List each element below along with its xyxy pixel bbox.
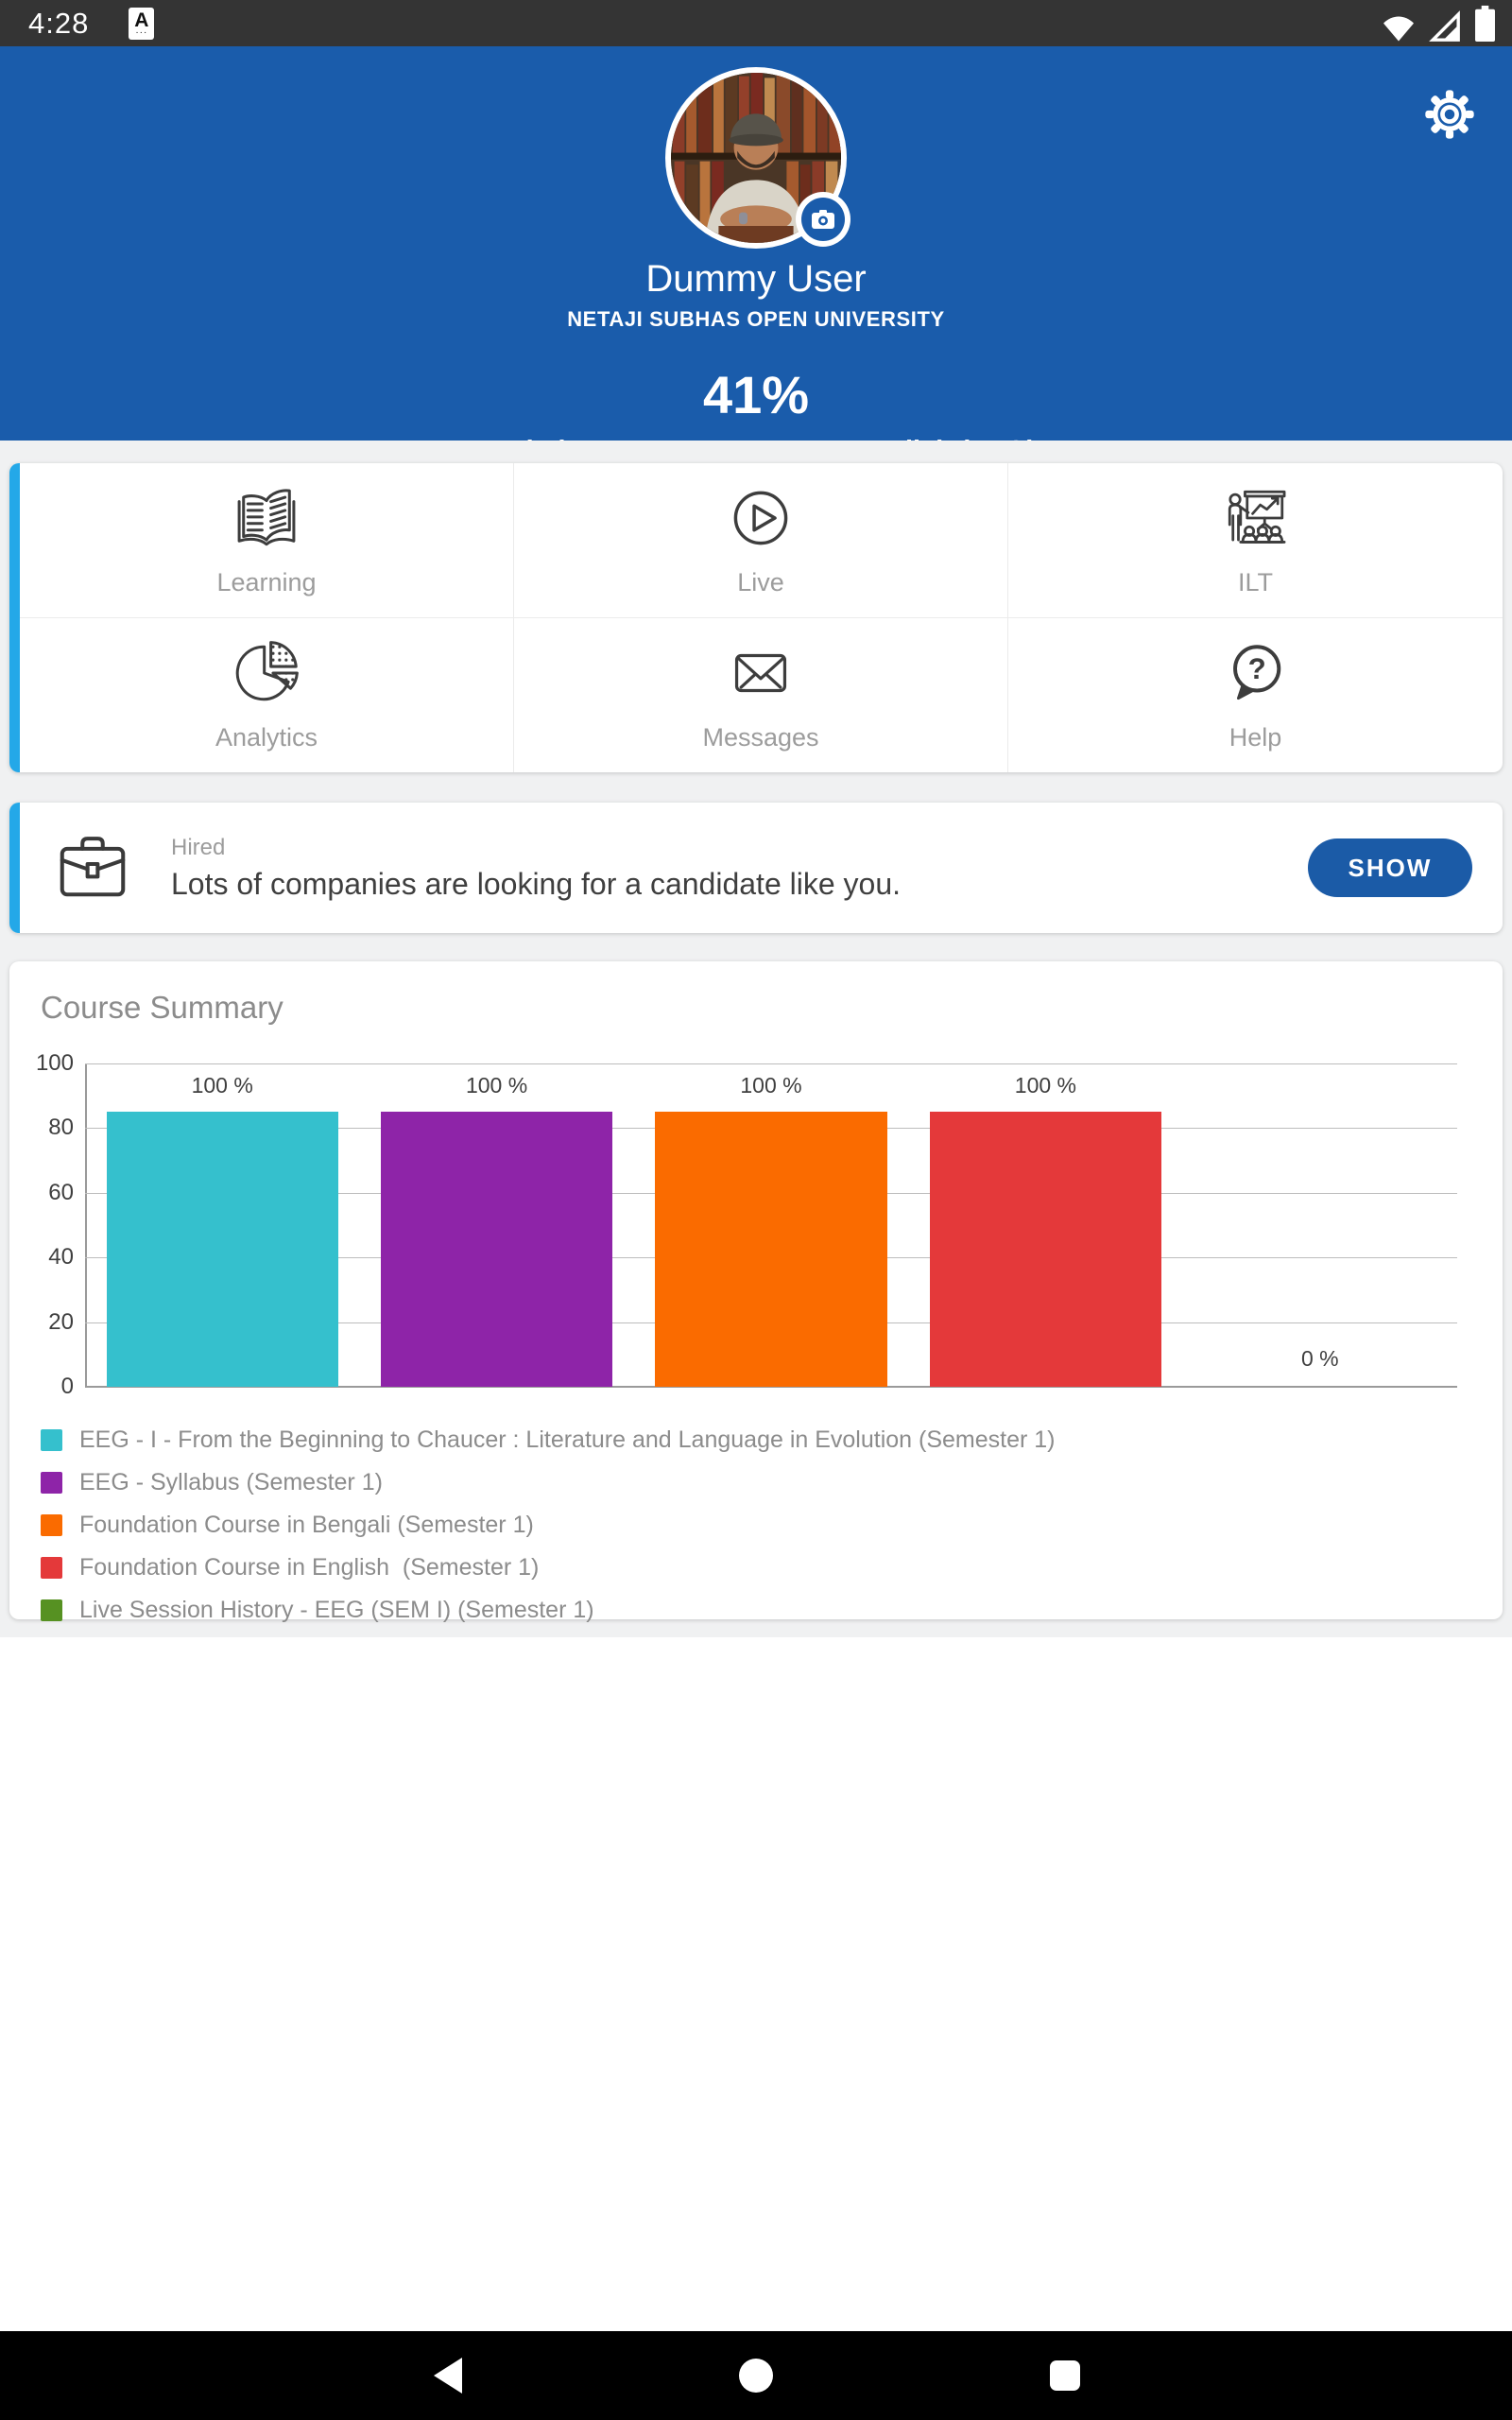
chart-y-tick-label: 60 (48, 1179, 74, 1205)
menu-label: Learning (216, 567, 317, 596)
envelope-icon (734, 653, 787, 692)
legend-item: Foundation Course in Bengali (Semester 1… (41, 1512, 1056, 1539)
menu-item-learning[interactable]: Learning (20, 463, 514, 618)
nav-home-icon[interactable] (739, 2359, 773, 2393)
input-method-a-badge-icon: A ··· (129, 7, 155, 40)
camera-icon (801, 198, 845, 241)
chart-y-tick-label: 100 (35, 1050, 74, 1076)
briefcase-icon (60, 837, 126, 897)
android-navbar (0, 2331, 1512, 2420)
menu-item-help[interactable]: ? Help (1008, 618, 1503, 773)
chart-y-tick-label: 40 (48, 1244, 74, 1270)
edit-photo-camera-badge[interactable] (796, 192, 850, 247)
svg-text:?: ? (1247, 652, 1265, 685)
chart-bar-value-label: 100 % (740, 1073, 802, 1098)
cell-signal-icon (1429, 9, 1460, 42)
status-bar: 4:28 A ··· (0, 0, 1512, 46)
chart-gridline (85, 1386, 1457, 1388)
user-name: Dummy User (645, 258, 867, 300)
wifi-icon (1383, 16, 1414, 42)
play-circle-icon (733, 491, 788, 545)
chart-bar-value-label: 100 % (191, 1073, 253, 1098)
menu-item-live[interactable]: Live (514, 463, 1008, 618)
hired-card-accent-stripe (9, 803, 20, 933)
chart-bar (380, 1112, 613, 1387)
legend-item: Foundation Course in English (Semester 1… (41, 1554, 1056, 1582)
hired-title: Hired (171, 834, 226, 860)
legend-swatch (41, 1557, 62, 1579)
settings-gear-icon[interactable] (1423, 88, 1476, 141)
chart-y-axis-line (85, 1063, 87, 1387)
chart-bar-value-label: 100 % (465, 1073, 528, 1098)
legend-swatch (41, 1599, 62, 1621)
book-icon (237, 489, 296, 546)
menu-item-analytics[interactable]: Analytics (20, 617, 514, 772)
legend-swatch (41, 1514, 62, 1536)
legend-swatch (41, 1472, 62, 1494)
menu-label: Help (1228, 722, 1282, 752)
menu-grid: Learning Live (20, 463, 1503, 772)
chart-gridline (85, 1063, 1457, 1064)
menu-label: Analytics (215, 722, 318, 752)
a-badge-letter: A (134, 9, 149, 31)
chart-bar (655, 1112, 887, 1387)
legend-item: EEG - Syllabus (Semester 1) (41, 1469, 1056, 1496)
legend-label: EEG - Syllabus (Semester 1) (79, 1469, 383, 1495)
chart-bar-value-label: 0 % (1300, 1346, 1339, 1371)
hired-text: Hired Lots of companies are looking for … (171, 835, 901, 902)
menu-card: Learning Live (9, 463, 1503, 772)
profile-header: Dummy User NETAJI SUBHAS OPEN UNIVERSITY… (0, 46, 1512, 466)
legend-item: Live Session History - EEG (SEM I) (Seme… (41, 1597, 1056, 1624)
profile-photo[interactable] (665, 67, 850, 249)
nav-recents-icon[interactable] (1050, 2360, 1080, 2391)
chart-y-tick-label: 0 (60, 1374, 74, 1399)
legend-label: Live Session History - EEG (SEM I) (Seme… (79, 1597, 594, 1623)
pie-chart-icon (235, 640, 299, 700)
legend-label: EEG - I - From the Beginning to Chaucer … (79, 1426, 1056, 1453)
course-summary-title: Course Summary (41, 990, 284, 1025)
show-button[interactable]: SHOW (1308, 838, 1472, 897)
status-icons (1381, 5, 1497, 43)
help-bubble-icon: ? (1232, 645, 1280, 700)
hired-message: Lots of companies are looking for a cand… (171, 866, 902, 901)
legend-label: Foundation Course in English (Semester 1… (79, 1554, 540, 1581)
menu-item-messages[interactable]: Messages (514, 617, 1008, 772)
chart-plot: 0 20 40 60 80 100 100 % 100 % 100 % 100 % 0 % (36, 1050, 1457, 1399)
menu-label: Live (737, 567, 784, 596)
university-name: NETAJI SUBHAS OPEN UNIVERSITY (567, 307, 945, 331)
nav-back-icon[interactable] (434, 2358, 462, 2394)
hired-card: Hired Lots of companies are looking for … (9, 803, 1503, 933)
a-badge-dots: ··· (135, 26, 148, 38)
battery-icon (1475, 5, 1495, 42)
legend-item: EEG - I - From the Beginning to Chaucer … (41, 1426, 1056, 1454)
chart-legend: EEG - I - From the Beginning to Chaucer … (41, 1426, 1056, 1624)
menu-item-ilt[interactable]: ILT (1008, 463, 1503, 618)
menu-label: Messages (702, 722, 819, 752)
menu-label: ILT (1237, 567, 1273, 596)
presentation-icon (1228, 490, 1285, 544)
chart-y-tick-label: 20 (48, 1308, 74, 1335)
chart-bar (106, 1112, 338, 1387)
course-summary-card: Course Summary 0 20 40 60 80 100 100 % 100 % 100… (9, 961, 1503, 1623)
chart-bar-value-label: 100 % (1014, 1073, 1076, 1098)
legend-label: Foundation Course in Bengali (Semester 1… (79, 1512, 534, 1538)
status-time: 4:28 (28, 6, 90, 40)
chart-bar (929, 1112, 1162, 1387)
hired-row: Hired Lots of companies are looking for … (20, 803, 1503, 933)
progress-percent: 41% (702, 365, 810, 424)
legend-swatch (41, 1429, 62, 1451)
menu-card-accent-stripe (9, 463, 20, 772)
chart-y-tick-label: 80 (48, 1115, 74, 1141)
